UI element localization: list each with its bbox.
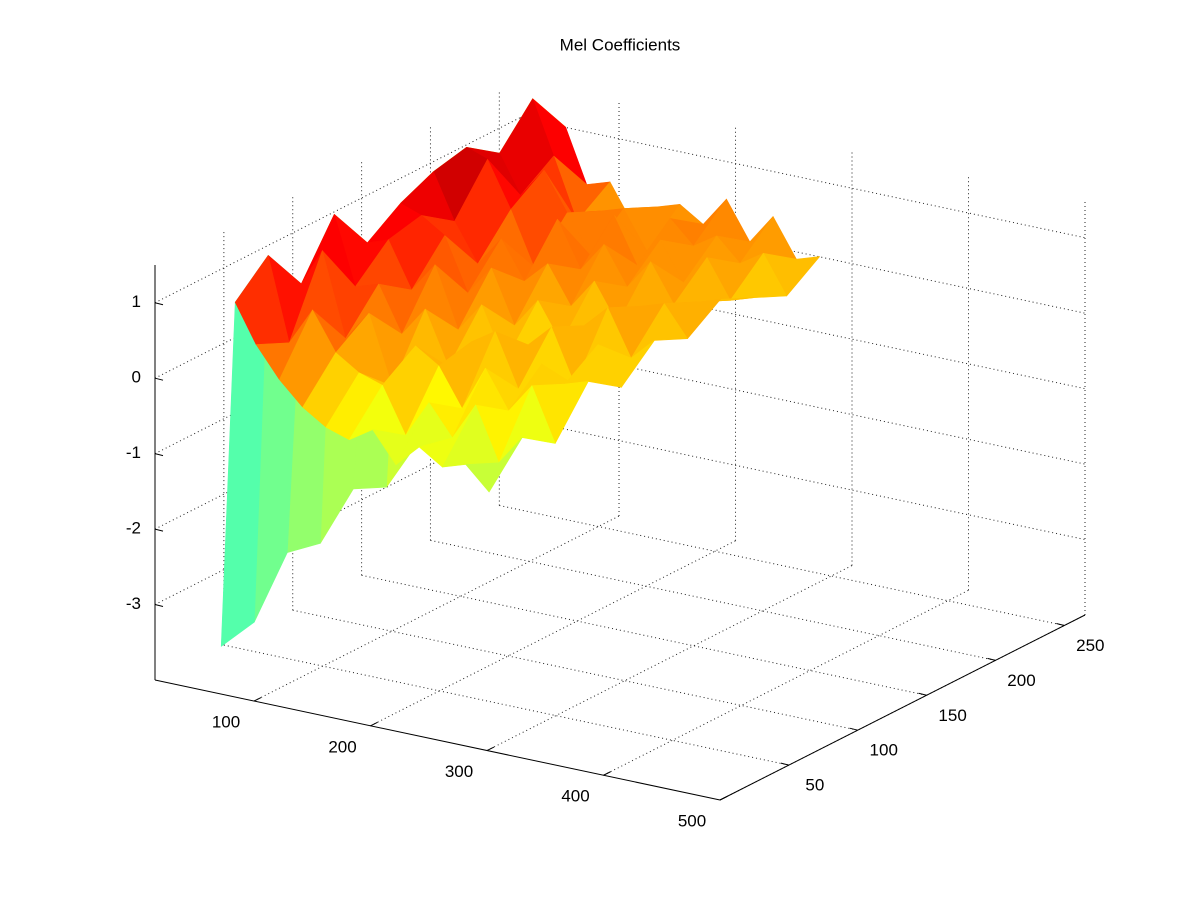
- z-tick-label: -2: [126, 519, 141, 538]
- z-tick-label: -3: [126, 594, 141, 613]
- grid-line: [603, 589, 969, 776]
- grid-line: [223, 644, 789, 766]
- z-tick: [154, 528, 164, 532]
- y-tick-label: 100: [870, 741, 898, 760]
- z-tick: [154, 453, 164, 457]
- y-tick-label: 50: [805, 776, 824, 795]
- x-tick: [370, 721, 378, 727]
- z-tick-label: 0: [132, 368, 141, 387]
- x-tick: [603, 771, 611, 776]
- x-tick-label: 200: [328, 737, 356, 756]
- y-axis: [719, 614, 1086, 801]
- y-tick: [849, 727, 858, 731]
- grid-line: [253, 515, 620, 702]
- x-tick: [719, 796, 728, 801]
- y-tick: [780, 762, 789, 766]
- z-tick: [154, 302, 164, 306]
- mesh-cell: [465, 437, 523, 493]
- y-tick-label: 200: [1007, 671, 1035, 690]
- grid-line: [430, 539, 996, 661]
- x-tick-label: 300: [445, 762, 473, 781]
- y-tick-label: 250: [1076, 636, 1104, 655]
- x-tick-label: 500: [678, 811, 706, 830]
- x-axis: [154, 679, 721, 801]
- grid-line: [292, 609, 858, 731]
- x-tick: [253, 697, 262, 702]
- axes: -3 -2 -1 0 1 100 200 300 400 500 50 100 150 200 250: [126, 265, 1105, 830]
- surface: [220, 98, 821, 647]
- y-tick-label: 150: [938, 706, 966, 725]
- x-tick-label: 100: [212, 713, 240, 732]
- y-tick: [918, 692, 927, 696]
- grid-line: [499, 504, 1065, 626]
- z-tick-label: -1: [126, 443, 141, 462]
- grid-line: [519, 419, 1086, 541]
- z-tick-label: 1: [132, 292, 141, 311]
- y-tick: [1056, 622, 1065, 626]
- z-tick: [154, 604, 164, 608]
- grid-line: [370, 540, 736, 727]
- z-tick: [154, 377, 164, 381]
- x-tick: [486, 746, 495, 751]
- grid-line: [486, 565, 853, 751]
- grid-line: [519, 117, 1086, 239]
- x-tick-label: 400: [561, 787, 589, 806]
- grid-line: [361, 574, 927, 696]
- y-tick: [987, 657, 996, 661]
- chart-title: Mel Coefficients: [560, 35, 681, 54]
- grid-line: [154, 117, 521, 304]
